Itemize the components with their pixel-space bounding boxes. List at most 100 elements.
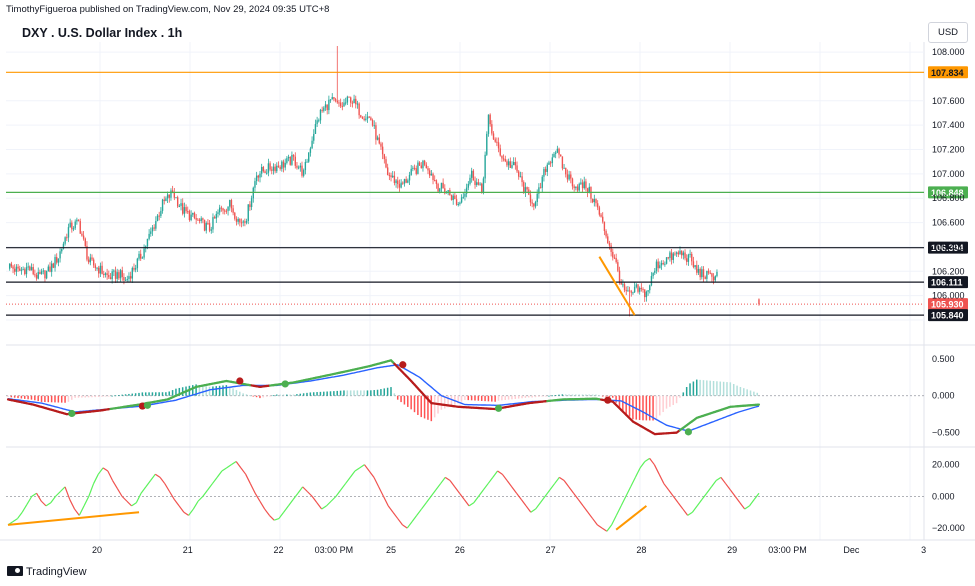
macd-histogram-bar (141, 392, 144, 396)
macd-histogram-bar (252, 395, 254, 397)
candle-body (371, 120, 374, 126)
macd-histogram-bar (175, 388, 177, 396)
candle-body (212, 217, 214, 230)
candle-body (687, 254, 690, 262)
candle-body (501, 155, 503, 159)
osc-line-segment (216, 470, 223, 478)
osc-line-segment (516, 492, 522, 500)
time-tick-label-7: 28 (636, 545, 646, 555)
osc-line-segment (249, 483, 256, 494)
osc-line-segment (535, 502, 541, 510)
osc-line-segment (221, 467, 227, 472)
candle-body (316, 120, 318, 125)
candle-body (89, 257, 92, 263)
candle-body (124, 279, 127, 281)
time-tick-label-9: 03:00 PM (768, 545, 807, 555)
candle-body (425, 164, 428, 169)
candle-body (506, 161, 508, 166)
candle-body (311, 140, 313, 149)
candle-body (158, 215, 160, 217)
osc-line-segment (150, 473, 156, 481)
macd-histogram-bar (316, 392, 318, 396)
candle-body (259, 173, 261, 178)
candle-body (52, 263, 55, 268)
candle-body (519, 176, 522, 178)
tradingview-logo-text: TradingView (26, 566, 87, 578)
macd-histogram-bar (91, 395, 93, 398)
candle-body (423, 160, 426, 165)
macd-histogram-bar (396, 395, 399, 400)
osc-line-segment (330, 495, 337, 502)
osc-line-segment (649, 457, 655, 466)
osc-line-segment (473, 496, 480, 504)
macd-histogram-bar (282, 394, 285, 396)
osc-line-segment (630, 477, 636, 488)
candle-body (645, 291, 648, 298)
osc-line-segment (620, 496, 627, 507)
macd-histogram-bar (696, 379, 698, 396)
candle-body (109, 277, 112, 280)
osc-line-segment (444, 476, 451, 482)
candle-body (573, 186, 575, 189)
macd-histogram-bar (564, 394, 567, 396)
osc-line-segment (725, 483, 731, 491)
osc-line-segment (653, 464, 660, 475)
price-tick-label-5: 106.800 (932, 193, 965, 203)
candle-body (586, 188, 589, 193)
macd-histogram-bar (494, 395, 496, 402)
candle-body (664, 263, 666, 265)
candle-body (373, 125, 375, 127)
macd-histogram-bar (128, 393, 130, 396)
osc-line-segment (26, 496, 33, 505)
candle-body (434, 179, 436, 181)
time-tick-label-8: 29 (727, 545, 737, 555)
osc-line-segment (169, 491, 175, 500)
macd-histogram-bar (732, 383, 735, 396)
osc-line-segment (729, 489, 736, 497)
currency-button[interactable]: USD (928, 22, 968, 43)
candle-body (19, 268, 21, 271)
osc-line-segment (454, 486, 461, 494)
macd-histogram-bar (101, 395, 103, 397)
osc-line-segment (326, 500, 332, 507)
symbol-title[interactable]: DXY . U.S. Dollar Index . 1h (22, 26, 183, 40)
candle-body (56, 257, 58, 263)
macd-histogram-bar (403, 395, 406, 405)
candle-body (356, 103, 359, 105)
candle-body (410, 168, 412, 175)
macd-histogram-bar (460, 395, 463, 402)
macd-histogram-bar (665, 395, 668, 409)
candle-body (64, 237, 66, 244)
candle-body (306, 161, 308, 163)
candle-body (235, 218, 238, 222)
candle-body (232, 208, 234, 213)
osc-line-segment (55, 491, 61, 497)
candle-body (699, 268, 701, 278)
macd-histogram-bar (363, 390, 365, 396)
osc-line-segment (273, 517, 280, 521)
candle-body (588, 186, 590, 193)
candle-body (544, 169, 547, 172)
time-tick-label-1: 21 (183, 545, 193, 555)
macd-histogram-bar (561, 394, 564, 396)
candle-body (218, 207, 221, 213)
candle-body (674, 253, 676, 255)
macd-histogram-bar (276, 394, 278, 396)
candle-body (704, 276, 706, 279)
macd-histogram-bar (568, 394, 570, 396)
candle-body (618, 270, 621, 283)
candle-body (440, 182, 443, 189)
candle-body (98, 267, 100, 274)
candle-body (617, 262, 619, 271)
candle-body (632, 292, 634, 294)
candle-body (14, 268, 16, 272)
macd-histogram-bar (685, 387, 688, 396)
candle-body (570, 174, 572, 179)
price-tick-label-9: 107.600 (932, 96, 965, 106)
osc-trendline-1 (615, 505, 648, 531)
macd-histogram-bar (622, 395, 624, 412)
tradingview-logo[interactable]: TradingView (7, 566, 87, 578)
candle-body (375, 125, 377, 140)
osc-line-segment (245, 473, 251, 484)
